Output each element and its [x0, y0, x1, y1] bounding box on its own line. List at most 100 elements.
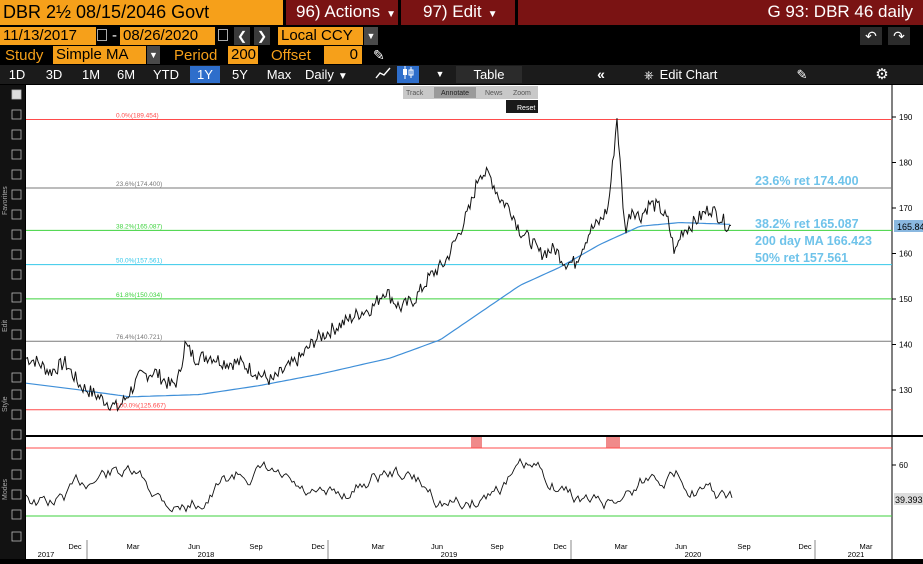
actions-label: 96) Actions — [296, 2, 381, 21]
period-1d[interactable]: 1D — [8, 67, 26, 82]
chevron-left-icon[interactable]: ❮ — [234, 27, 250, 45]
start-date-field[interactable]: 11/13/2017 — [0, 27, 96, 45]
pencil-icon[interactable] — [11, 109, 22, 120]
zoom-icon[interactable] — [11, 329, 22, 340]
calendar-icon[interactable] — [97, 29, 107, 41]
line-tool-icon[interactable] — [11, 129, 22, 140]
tool-icons — [11, 89, 22, 542]
edit-menu[interactable]: 97) Edit ▼ — [401, 0, 515, 25]
rsi-overbought-area — [606, 437, 620, 448]
period-6m[interactable]: 6M — [116, 67, 136, 82]
fill-icon[interactable] — [11, 389, 22, 400]
price-panel[interactable] — [26, 85, 892, 435]
gear-icon[interactable]: ⚙ — [875, 66, 889, 83]
move-icon[interactable] — [11, 309, 22, 320]
table-button[interactable]: Table — [456, 66, 522, 83]
arrow-icon[interactable] — [11, 189, 22, 200]
price-axis-ticks: 190 180 170 160 150 140 130 60 — [892, 113, 913, 470]
offset-input[interactable]: 0 — [324, 46, 362, 64]
calendar-icon[interactable] — [218, 29, 228, 41]
mini-annotate[interactable]: Annotate — [441, 90, 469, 97]
price-tick-label: 160 — [899, 250, 913, 259]
study-label: Study — [5, 47, 44, 64]
fib-label: 76.4%(140.721) — [116, 334, 162, 341]
chevron-down-icon[interactable]: ▼ — [435, 69, 445, 79]
month-label: Dec — [68, 542, 82, 551]
mini-news[interactable]: News — [485, 90, 503, 97]
channel-icon[interactable] — [11, 229, 22, 240]
mode-icon[interactable] — [11, 469, 22, 480]
fibonacci-levels: 0.0%(189.454) 23.6%(174.400) 38.2%(165.087… — [26, 112, 892, 411]
month-label: Sep — [737, 542, 750, 551]
mini-track[interactable]: Track — [406, 90, 424, 97]
price-chart[interactable]: Favorites Edit Style Modes 0.0%(189.454)… — [0, 85, 923, 559]
fib-label: 61.8%(150.034) — [116, 292, 162, 299]
cursor-icon[interactable] — [11, 89, 22, 100]
brush-icon[interactable] — [11, 292, 22, 303]
sidebar-style-label: Style — [2, 396, 9, 412]
time-axis — [26, 540, 892, 559]
fib-label: 38.2%(165.087) — [116, 223, 162, 230]
month-label: Jun — [188, 542, 200, 551]
month-label: Mar — [615, 542, 628, 551]
month-label: Sep — [490, 542, 503, 551]
month-label: Dec — [311, 542, 325, 551]
period-1y[interactable]: 1Y — [190, 66, 220, 83]
undo-icon[interactable]: ↶ — [860, 27, 882, 45]
period-3d[interactable]: 3D — [45, 67, 63, 82]
pencil-icon[interactable]: ✎ — [373, 47, 385, 63]
frequency-label: Daily — [305, 67, 334, 82]
color-icon[interactable] — [11, 409, 22, 420]
fib-tool-icon[interactable] — [11, 149, 22, 160]
gear-icon[interactable] — [11, 531, 22, 542]
shape-icon[interactable] — [11, 209, 22, 220]
tool-sidebar — [0, 85, 25, 559]
currency-select[interactable]: Local CCY — [278, 27, 363, 45]
candlestick-icon[interactable] — [397, 66, 419, 83]
study-select[interactable]: Simple MA — [53, 46, 146, 64]
mode-icon[interactable] — [11, 509, 22, 520]
frequency-select[interactable]: Daily ▼ — [305, 66, 361, 83]
chart-title: G 93: DBR 46 daily — [518, 0, 923, 25]
ticker-field[interactable]: DBR 2½ 08/15/2046 Govt — [0, 0, 283, 25]
hline-icon[interactable] — [11, 249, 22, 260]
vline-icon[interactable] — [11, 269, 22, 280]
price-axis — [892, 85, 923, 559]
month-label: Sep — [249, 542, 262, 551]
month-label: Jun — [675, 542, 687, 551]
date-separator: - — [112, 27, 117, 44]
rsi-panel[interactable] — [26, 437, 892, 540]
trash-icon[interactable] — [11, 349, 22, 360]
mini-zoom[interactable]: Zoom — [513, 90, 531, 97]
mode-icon[interactable] — [11, 449, 22, 460]
text-tool-icon[interactable] — [11, 169, 22, 180]
rsi-overbought-fill — [471, 437, 620, 448]
chevron-right-icon[interactable]: ❯ — [254, 27, 270, 45]
end-date-field[interactable]: 08/26/2020 — [120, 27, 215, 45]
reset-button[interactable] — [506, 100, 538, 113]
period-5y[interactable]: 5Y — [232, 67, 248, 82]
edit-chart-button[interactable]: ⎈ Edit Chart — [644, 66, 764, 83]
rsi-overbought-area — [471, 437, 482, 448]
period-ytd[interactable]: YTD — [153, 67, 179, 82]
chevron-down-icon[interactable]: ▼ — [364, 27, 378, 45]
label-ret-50: 50% ret 157.561 — [755, 251, 848, 265]
edit-icon[interactable]: ✎ — [796, 67, 808, 82]
actions-menu[interactable]: 96) Actions ▼ — [286, 0, 398, 25]
rsi-tick-label: 60 — [899, 461, 908, 470]
period-input[interactable]: 200 — [228, 46, 258, 64]
period-max[interactable]: Max — [266, 67, 292, 82]
price-tick-label: 190 — [899, 113, 913, 122]
chevron-down-icon[interactable]: ▼ — [147, 46, 160, 64]
period-1m[interactable]: 1M — [81, 67, 101, 82]
line-chart-icon[interactable] — [372, 66, 394, 83]
text-style-icon[interactable] — [11, 372, 22, 383]
chart-area[interactable]: Favorites Edit Style Modes 0.0%(189.454)… — [0, 85, 923, 559]
redo-icon[interactable]: ↷ — [888, 27, 910, 45]
year-label: 2018 — [198, 550, 215, 559]
collapse-icon[interactable]: « — [597, 66, 605, 82]
grid-icon[interactable] — [11, 429, 22, 440]
title-bar: DBR 2½ 08/15/2046 Govt 96) Actions ▼ 97) … — [0, 0, 923, 26]
rsi-series — [25, 457, 733, 513]
mode-icon[interactable] — [11, 489, 22, 500]
